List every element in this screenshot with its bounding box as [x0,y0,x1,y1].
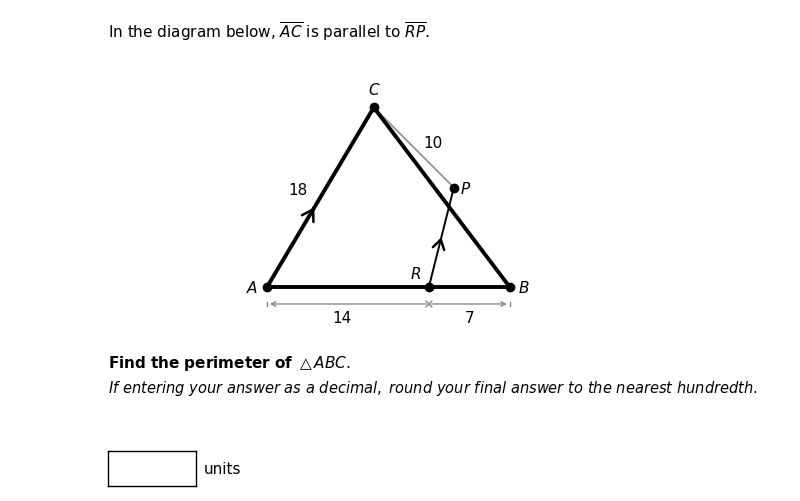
Text: $\mathit{R}$: $\mathit{R}$ [410,266,421,282]
Text: $\mathit{B}$: $\mathit{B}$ [518,280,530,296]
Text: $\mathit{C}$: $\mathit{C}$ [367,81,380,97]
Text: units: units [204,461,242,476]
Text: $\mathit{A}$: $\mathit{A}$ [246,280,258,296]
Text: In the diagram below, $\overline{AC}$ is parallel to $\overline{RP}$.: In the diagram below, $\overline{AC}$ is… [108,20,430,43]
Text: 18: 18 [288,183,307,198]
Text: 7: 7 [465,311,474,325]
Text: $\it{If\ entering\ your\ answer\ as\ a\ decimal,\ round\ your\ final\ answer\ to: $\it{If\ entering\ your\ answer\ as\ a\ … [108,378,758,397]
Text: $\mathit{P}$: $\mathit{P}$ [460,180,471,196]
Text: 14: 14 [333,311,352,325]
Text: 10: 10 [423,136,442,151]
Text: $\bf{Find\ the\ perimeter\ of}$ $\triangle\mathit{ABC}.$: $\bf{Find\ the\ perimeter\ of}$ $\triang… [108,353,350,372]
